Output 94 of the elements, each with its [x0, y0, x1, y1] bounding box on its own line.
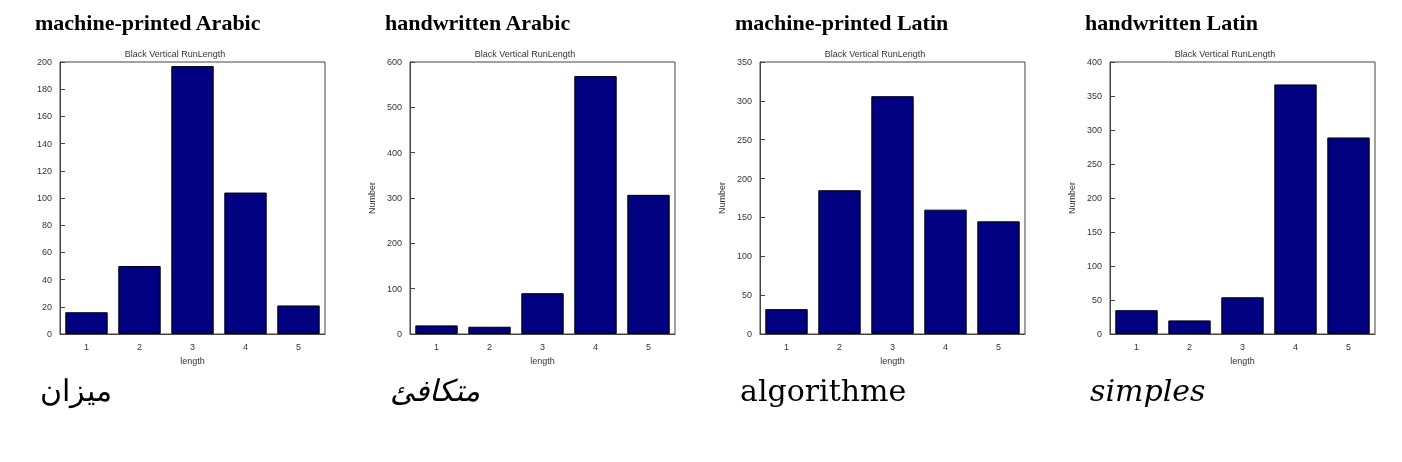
x-tick-label: 3 — [889, 341, 896, 352]
y-tick-label: 0 — [396, 329, 402, 339]
y-tick-label: 300 — [1086, 125, 1102, 135]
chart-title: machine-printed Arabic — [35, 9, 261, 35]
x-tick-label: 2 — [486, 341, 493, 352]
y-tick-label: 40 — [41, 274, 52, 285]
x-tick-label: 2 — [1186, 341, 1193, 352]
bar — [627, 194, 670, 334]
y-tick-label: 150 — [1086, 227, 1102, 237]
chart-subtitle: Black Vertical RunLength — [1174, 48, 1276, 59]
bar — [118, 266, 161, 334]
y-tick-label: 300 — [386, 193, 402, 203]
bar — [765, 309, 808, 334]
bar — [1327, 137, 1370, 334]
y-tick-label: 50 — [1091, 295, 1102, 305]
y-axis-title: Number — [366, 181, 377, 215]
x-tick-label: 5 — [1345, 341, 1352, 352]
x-tick-label: 4 — [942, 341, 949, 352]
bar — [521, 293, 564, 334]
bar — [224, 192, 267, 334]
y-tick-label: 200 — [36, 57, 52, 67]
y-tick-label: 300 — [736, 95, 752, 106]
y-tick-label: 20 — [41, 301, 52, 312]
chart-title: handwritten Latin — [1085, 9, 1258, 35]
x-tick-label: 2 — [836, 341, 843, 352]
x-tick-label: 2 — [136, 341, 143, 352]
y-tick-label: 400 — [1086, 57, 1102, 67]
x-axis-title: length — [1230, 355, 1255, 366]
bar — [277, 305, 320, 334]
x-axis-title: length — [880, 355, 905, 366]
chart-title: handwritten Arabic — [385, 9, 571, 35]
y-tick-label: 60 — [41, 247, 52, 258]
x-tick-label: 1 — [83, 341, 90, 352]
bar — [574, 76, 617, 334]
x-tick-label: 1 — [1133, 341, 1140, 352]
bar — [924, 209, 967, 334]
y-tick-label: 100 — [386, 283, 402, 294]
y-tick-label: 160 — [36, 111, 52, 122]
y-axis-title: Number — [1066, 181, 1077, 215]
y-axis-title: Number — [716, 181, 727, 215]
x-tick-label: 4 — [592, 341, 599, 352]
y-tick-label: 150 — [736, 212, 752, 223]
text: algorithme — [740, 372, 907, 408]
y-tick-label: 200 — [1086, 193, 1102, 203]
x-axis-title: length — [530, 355, 555, 366]
y-tick-label: 350 — [1086, 91, 1102, 101]
chart-title: machine-printed Latin — [735, 9, 949, 35]
x-tick-label: 4 — [1292, 341, 1299, 352]
bar — [871, 96, 914, 334]
y-tick-label: 250 — [1086, 159, 1102, 169]
y-tick-label: 0 — [746, 329, 752, 339]
y-tick-label: 100 — [736, 251, 752, 262]
y-tick-label: 50 — [741, 290, 752, 301]
bar — [1274, 84, 1317, 334]
bar — [1168, 320, 1211, 334]
x-tick-label: 3 — [1239, 341, 1246, 352]
x-tick-label: 3 — [189, 341, 196, 352]
chart-subtitle: Black Vertical RunLength — [474, 48, 576, 59]
y-tick-label: 0 — [46, 329, 52, 339]
x-tick-label: 1 — [433, 341, 440, 352]
y-tick-label: 200 — [386, 238, 402, 249]
x-axis-title: length — [180, 355, 205, 366]
x-tick-label: 5 — [645, 341, 652, 352]
x-tick-label: 4 — [242, 341, 249, 352]
bar — [415, 325, 458, 334]
text: simples — [1090, 372, 1206, 408]
y-tick-label: 100 — [36, 193, 52, 203]
text: ميزان — [40, 372, 112, 409]
y-tick-label: 200 — [736, 173, 752, 184]
y-tick-label: 400 — [386, 147, 402, 158]
y-tick-label: 500 — [386, 102, 402, 113]
y-tick-label: 250 — [736, 134, 752, 145]
chart-subtitle: Black Vertical RunLength — [824, 48, 926, 59]
x-tick-label: 1 — [783, 341, 790, 352]
y-tick-label: 0 — [1096, 329, 1102, 339]
bar — [977, 221, 1020, 334]
bar — [171, 66, 214, 334]
bar — [65, 312, 108, 334]
x-tick-label: 5 — [295, 341, 302, 352]
y-tick-label: 80 — [41, 220, 52, 231]
bar — [468, 326, 511, 334]
y-tick-label: 100 — [1086, 261, 1102, 271]
bar — [1115, 310, 1158, 334]
chart-subtitle: Black Vertical RunLength — [124, 48, 226, 59]
text: متكافئ — [390, 372, 480, 408]
bar — [818, 190, 861, 334]
y-tick-label: 350 — [736, 57, 752, 67]
x-tick-label: 3 — [539, 341, 546, 352]
y-tick-label: 180 — [36, 84, 52, 95]
y-tick-label: 120 — [36, 165, 52, 176]
x-tick-label: 5 — [995, 341, 1002, 352]
y-tick-label: 600 — [386, 57, 402, 67]
bar — [1221, 297, 1264, 334]
y-tick-label: 140 — [36, 138, 52, 149]
